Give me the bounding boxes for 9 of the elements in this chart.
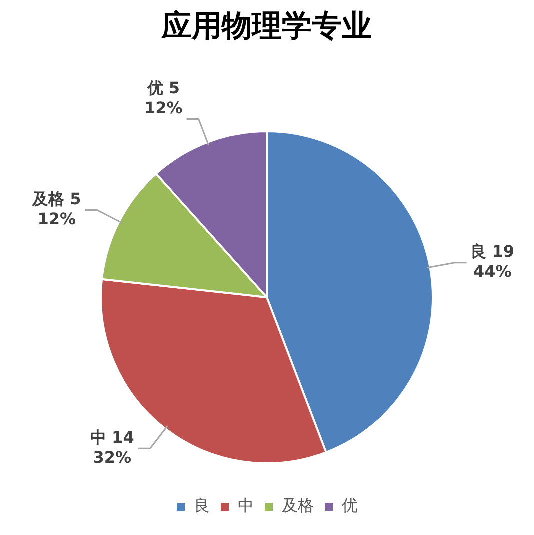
- legend-label: 良: [194, 496, 210, 516]
- chart-title: 应用物理学专业: [161, 8, 372, 44]
- data-label: 良 19 44%: [470, 242, 515, 281]
- legend-label: 优: [342, 496, 358, 516]
- data-label: 优 5 12%: [144, 78, 183, 118]
- legend-label: 中: [238, 496, 254, 516]
- data-label: 中 14 32%: [90, 428, 134, 467]
- data-label: 及格 5 12%: [32, 189, 82, 228]
- legend-label: 及格: [282, 496, 314, 516]
